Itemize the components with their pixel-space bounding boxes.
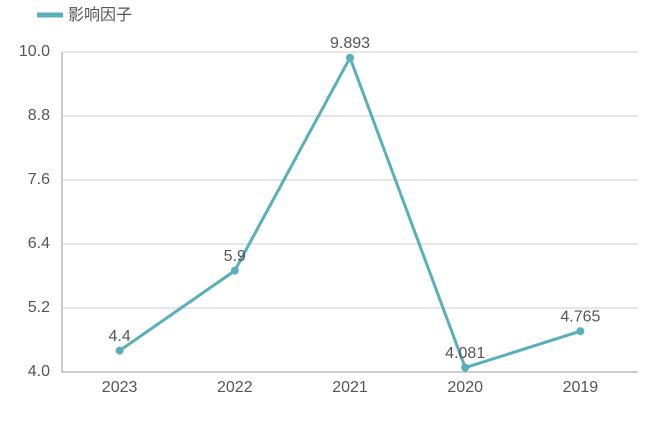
data-label: 4.4 bbox=[108, 328, 130, 345]
y-tick-label: 8.8 bbox=[28, 107, 50, 124]
y-tick-label: 10.0 bbox=[19, 43, 50, 60]
point bbox=[230, 266, 239, 275]
x-tick-label: 2022 bbox=[217, 379, 253, 396]
x-tick-label: 2021 bbox=[332, 379, 368, 396]
point bbox=[576, 327, 585, 336]
data-label: 9.893 bbox=[330, 35, 370, 52]
y-tick-label: 7.6 bbox=[28, 171, 50, 188]
y-tick-label: 5.2 bbox=[28, 299, 50, 316]
y-tick-label: 6.4 bbox=[28, 235, 50, 252]
data-label: 5.9 bbox=[224, 248, 246, 265]
x-tick-label: 2019 bbox=[563, 379, 599, 396]
y-tick-label: 4.0 bbox=[28, 363, 50, 380]
legend-label: 影响因子 bbox=[68, 6, 132, 24]
x-tick-label: 2020 bbox=[447, 379, 483, 396]
point bbox=[461, 363, 470, 372]
data-label: 4.765 bbox=[560, 308, 600, 325]
x-tick-label: 2023 bbox=[102, 379, 138, 396]
point bbox=[115, 346, 124, 355]
series-line bbox=[118, 54, 581, 370]
point bbox=[346, 53, 354, 62]
data-label: 4.081 bbox=[445, 345, 485, 362]
